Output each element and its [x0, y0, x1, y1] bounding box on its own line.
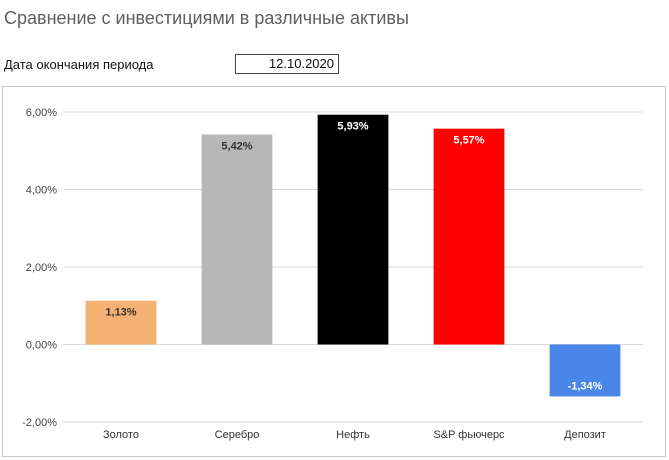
chart-area: 6,00% 4,00% 2,00% 0,00% -2,00% 1,13% Золото 5,4…	[2, 86, 666, 457]
bar	[85, 300, 157, 345]
period-end-label: Дата окончания периода	[4, 57, 154, 72]
bar	[317, 114, 389, 345]
page-title: Сравнение с инвестициями в различные акт…	[4, 8, 409, 28]
y-tick-label: 0,00%	[26, 340, 57, 352]
bar	[433, 128, 505, 345]
x-tick-label: Депозит	[564, 429, 606, 441]
x-tick-label: Серебро	[215, 429, 260, 441]
data-label: 5,42%	[221, 140, 252, 152]
y-tick-label: 4,00%	[26, 185, 57, 197]
x-tick-label: S&P фьючерс	[433, 429, 505, 441]
period-end-date-field[interactable]: 12.10.2020	[235, 54, 339, 74]
bar	[201, 134, 273, 345]
data-label: 1,13%	[105, 307, 136, 319]
bar	[549, 344, 621, 397]
data-label: 5,57%	[453, 135, 484, 147]
x-tick-label: Золото	[103, 429, 139, 441]
y-tick-label: -2,00%	[22, 417, 57, 429]
y-tick-label: 2,00%	[26, 262, 57, 274]
x-tick-label: Нефть	[336, 429, 370, 441]
data-label: -1,34%	[568, 380, 603, 392]
data-label: 5,93%	[337, 121, 368, 133]
y-tick-label: 6,00%	[26, 107, 57, 119]
bar-chart: 6,00% 4,00% 2,00% 0,00% -2,00% 1,13% Золото 5,4…	[22, 107, 643, 441]
